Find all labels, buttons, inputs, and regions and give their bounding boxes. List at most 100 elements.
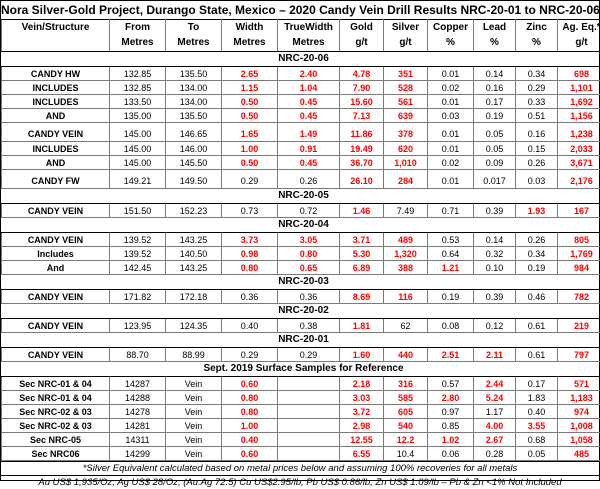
- column-header: From: [110, 20, 166, 36]
- table-cell: 0.39: [474, 204, 516, 218]
- footnote-silver-equivalent: *Silver Equivalent calculated based on m…: [1, 461, 599, 475]
- table-cell: 139.52: [110, 233, 166, 247]
- column-header: Lead: [474, 20, 516, 36]
- table-cell: 540: [384, 419, 428, 433]
- section-label: NRC-20-01: [2, 333, 600, 348]
- table-cell: 984: [558, 261, 600, 275]
- column-header: Width: [222, 20, 278, 36]
- table-cell: 585: [384, 391, 428, 405]
- table-cell: 0.14: [474, 233, 516, 247]
- table-cell: 14287: [110, 377, 166, 391]
- table-cell: 0.05: [474, 128, 516, 142]
- section-label: NRC-20-06: [2, 52, 600, 67]
- column-header: Zinc: [516, 20, 558, 36]
- table-cell: 1,320: [384, 247, 428, 261]
- table-cell: 1.83: [516, 391, 558, 405]
- table-cell: 7.90: [340, 81, 384, 95]
- section-header-row: NRC-20-04: [2, 218, 600, 233]
- table-cell: 0.50: [222, 156, 278, 170]
- table-cell: 62: [384, 319, 428, 333]
- table-cell: 0.16: [474, 81, 516, 95]
- table-cell: 1,156: [558, 109, 600, 123]
- column-header: Copper: [428, 20, 474, 36]
- table-cell: 5.30: [340, 247, 384, 261]
- table-cell: 0.72: [278, 204, 340, 218]
- table-cell: 5.24: [474, 391, 516, 405]
- table-cell: 0.50: [222, 95, 278, 109]
- row-label: Sec NRC06: [2, 447, 110, 461]
- table-cell: [278, 447, 340, 461]
- table-cell: 0.03: [428, 109, 474, 123]
- column-header: g/t: [340, 36, 384, 52]
- table-cell: 11.86: [340, 128, 384, 142]
- table-cell: 797: [558, 348, 600, 362]
- table-cell: Vein: [166, 447, 222, 461]
- table-cell: 0.61: [516, 319, 558, 333]
- table-cell: Vein: [166, 377, 222, 391]
- table-cell: 0.28: [474, 447, 516, 461]
- table-cell: 1,008: [558, 419, 600, 433]
- table-cell: 0.33: [516, 95, 558, 109]
- table-cell: 0.29: [222, 175, 278, 189]
- section-label: Sept. 2019 Surface Samples for Reference: [2, 362, 600, 377]
- table-cell: 0.15: [516, 142, 558, 156]
- table-cell: 140.50: [166, 247, 222, 261]
- table-cell: 2.98: [340, 419, 384, 433]
- table-cell: 440: [384, 348, 428, 362]
- section-label: NRC-20-05: [2, 189, 600, 204]
- table-cell: 1.17: [474, 405, 516, 419]
- column-header: TrueWidth: [278, 20, 340, 36]
- table-cell: 351: [384, 67, 428, 81]
- table-cell: 605: [384, 405, 428, 419]
- row-label: CANDY FW: [2, 175, 110, 189]
- table-cell: 1.65: [222, 128, 278, 142]
- table-cell: 0.38: [278, 319, 340, 333]
- table-cell: [278, 405, 340, 419]
- table-cell: 134.00: [166, 81, 222, 95]
- row-label: And: [2, 261, 110, 275]
- table-cell: 0.12: [474, 319, 516, 333]
- table-cell: 145.00: [110, 128, 166, 142]
- table-cell: 172.18: [166, 290, 222, 304]
- table-cell: 0.40: [222, 319, 278, 333]
- row-label: INCLUDES: [2, 81, 110, 95]
- table-cell: 135.50: [166, 67, 222, 81]
- row-label: Sec NRC-01 & 04: [2, 377, 110, 391]
- table-cell: 698: [558, 67, 600, 81]
- table-cell: 134.00: [166, 95, 222, 109]
- table-cell: 0.19: [474, 109, 516, 123]
- table-cell: 3.05: [278, 233, 340, 247]
- table-cell: 0.51: [516, 109, 558, 123]
- table-cell: 88.99: [166, 348, 222, 362]
- table-cell: 15.60: [340, 95, 384, 109]
- table-cell: 3.55: [516, 419, 558, 433]
- column-header: g/t: [558, 36, 600, 52]
- table-cell: 0.08: [428, 319, 474, 333]
- table-cell: [278, 433, 340, 447]
- table-cell: 0.26: [516, 233, 558, 247]
- table-cell: 0.80: [278, 247, 340, 261]
- table-cell: 2.40: [278, 67, 340, 81]
- table-cell: [278, 391, 340, 405]
- table-cell: 135.00: [110, 109, 166, 123]
- section-header-row: NRC-20-03: [2, 275, 600, 290]
- table-cell: 145.00: [110, 156, 166, 170]
- row-label: CANDY VEIN: [2, 348, 110, 362]
- table-cell: 3.73: [222, 233, 278, 247]
- table-cell: 116: [384, 290, 428, 304]
- table-cell: 0.61: [516, 348, 558, 362]
- table-cell: 639: [384, 109, 428, 123]
- table-cell: 0.40: [222, 433, 278, 447]
- table-cell: 167: [558, 204, 600, 218]
- table-cell: 7.49: [384, 204, 428, 218]
- table-cell: 151.50: [110, 204, 166, 218]
- table-cell: 0.05: [474, 142, 516, 156]
